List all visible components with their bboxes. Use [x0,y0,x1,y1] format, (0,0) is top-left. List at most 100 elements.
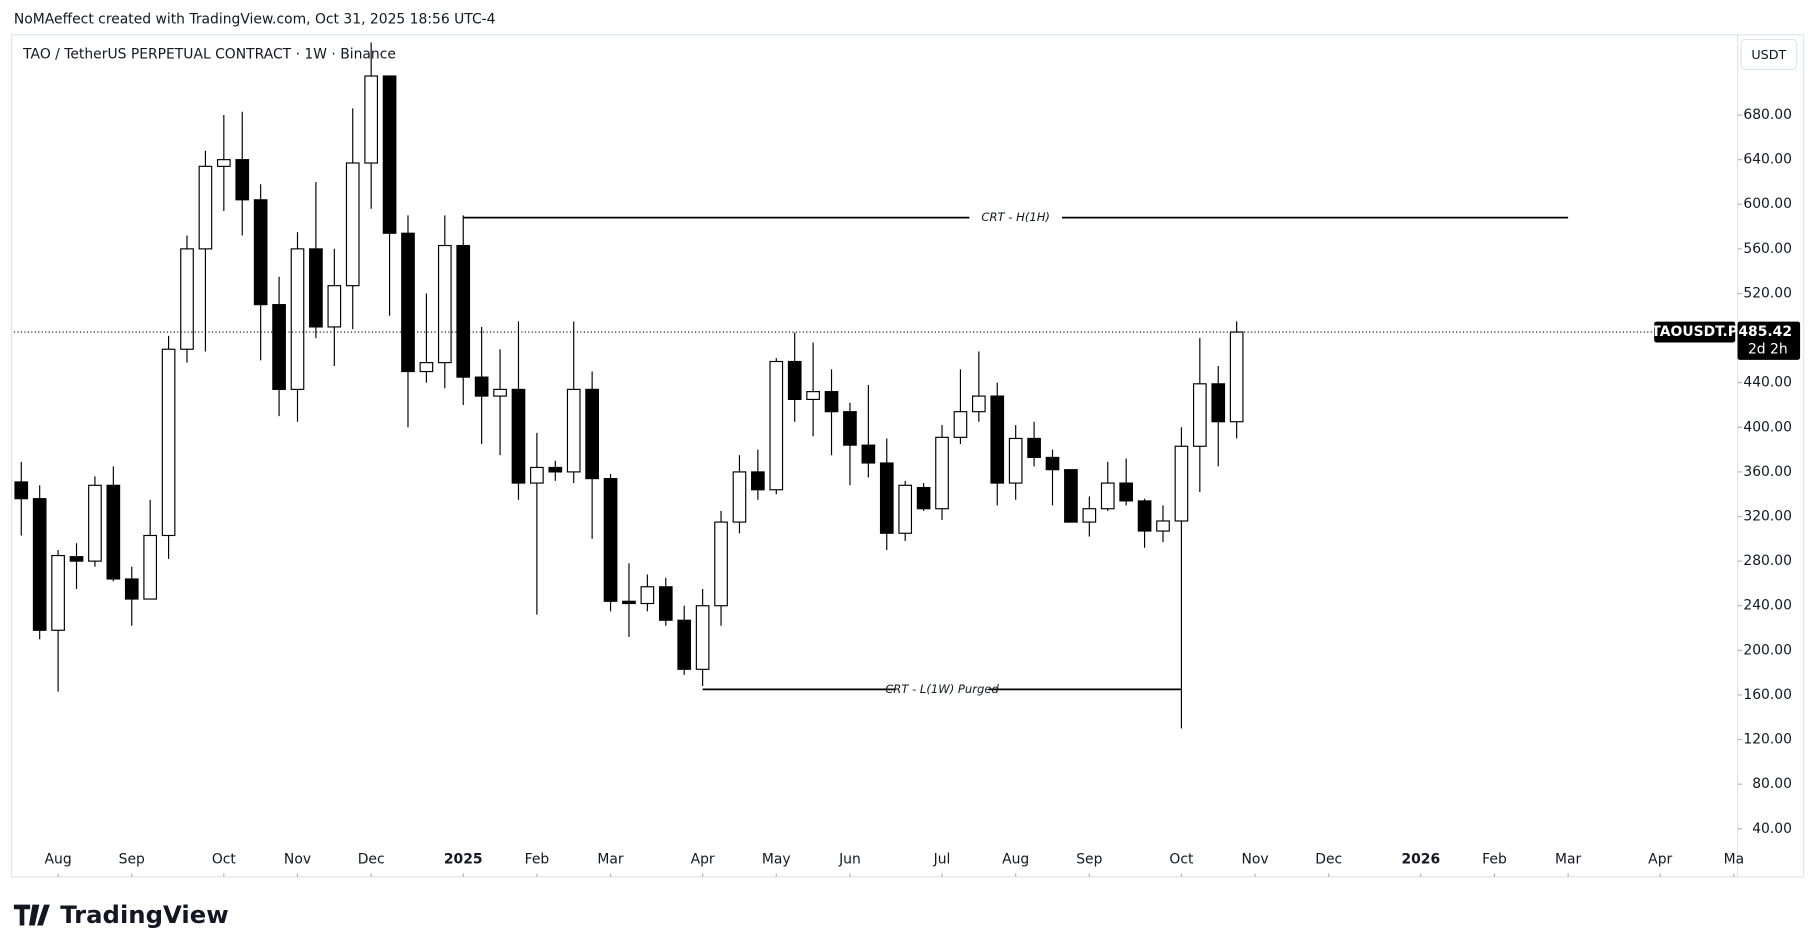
candle-body [180,248,194,350]
header: NoMAeffect created with TradingView.com,… [14,12,496,28]
candle-body [732,471,747,523]
candle-body [714,521,728,607]
logo-text: TradingView [60,900,228,929]
candle-body [1229,331,1244,423]
candle-body [548,466,563,473]
x-tick-label: Apr [691,851,715,867]
candle-body [1045,456,1060,471]
symbol-tag [1654,321,1736,343]
x-tick-label: Dec [358,851,385,867]
candle-body [622,600,636,605]
candle-body [677,619,692,670]
candle-body [585,388,599,480]
candle-body [695,605,710,670]
candle-body [364,75,378,164]
x-tick-label: 2025 [444,851,483,867]
x-tick-label: Apr [1648,851,1672,867]
y-tick-label: 40.00 [1752,821,1792,837]
candle-body [474,376,489,397]
y-tick-label: 160.00 [1743,687,1792,703]
candle-body [879,462,894,534]
candle-body [1027,437,1041,458]
candle-body [972,395,986,413]
x-tick-label: Oct [212,851,237,867]
x-tick-label: Feb [525,851,550,867]
candle-body [769,360,784,491]
countdown: 2d 2h [1748,341,1788,357]
candle-body [124,578,139,600]
candle-body [14,481,29,500]
y-tick-label: 560.00 [1743,241,1792,257]
x-tick-label: Mar [597,851,623,867]
candle-body [437,244,452,364]
annotation-bg [969,209,1063,226]
currency[interactable]: USDT [1751,48,1786,63]
candle-body [382,75,397,234]
candle-body [787,360,802,401]
x-tick-label: May [762,851,791,867]
x-tick-label: Feb [1482,851,1507,867]
logo-mark [13,904,50,926]
y-tick-label: 440.00 [1743,375,1792,391]
candle-body [566,388,581,473]
currency-button[interactable] [1740,38,1798,71]
candle-body [1137,500,1152,532]
y-tick-label: 80.00 [1752,776,1792,792]
candle-body [953,411,968,438]
frame [11,34,1805,878]
x-tick-label: Jun [838,851,861,867]
candle-body [1119,482,1134,502]
candle-body [603,478,618,602]
y-tick-label: 360.00 [1743,464,1792,480]
x-tick-label: Mar [1555,851,1581,867]
candle-body [161,348,176,537]
y-tick-label: 320.00 [1743,509,1792,525]
y-tick-label: 240.00 [1743,598,1792,614]
candle-body [1082,508,1097,523]
candle-body [1174,445,1189,522]
annotation-label: CRT - H(1H) [981,210,1050,224]
candle-body [751,471,765,491]
candle-body [1100,482,1115,510]
y-tick-label: 520.00 [1743,285,1792,301]
y-tick-label: 600.00 [1743,196,1792,212]
candle-body [1156,520,1170,532]
price-tag [1737,321,1801,360]
candle-body [51,554,65,631]
candle-body [916,486,931,510]
chart-title: TAO / TetherUS PERPETUAL CONTRACT · 1W ·… [22,46,396,62]
x-tick-label: Aug [45,851,72,867]
candle-body [401,232,415,373]
candle-body [106,484,121,580]
y-tick-label: 400.00 [1743,419,1792,435]
candle-body [640,586,655,605]
candle-body [530,466,544,484]
logo: TradingView [13,900,229,929]
x-tick-label: Jul [933,851,951,867]
symbol-label: TAOUSDT.P [1651,324,1738,340]
candle-body [493,388,507,397]
x-tick-label: Dec [1315,851,1342,867]
candle-body [990,395,1005,484]
y-tick-label: 280.00 [1743,553,1792,569]
candle-body [272,304,286,390]
candle-body [898,484,913,534]
candle-body [1211,383,1226,423]
x-tick-label: Oct [1169,851,1194,867]
y-tick-label: 120.00 [1743,732,1792,748]
candle-body [658,586,673,621]
candle-body [216,159,231,167]
candle-body [290,248,305,390]
x-tick-label: Ma [1724,851,1745,867]
x-tick-label: Nov [284,851,311,867]
y-tick-label: 640.00 [1743,152,1792,168]
candle-body [253,199,268,306]
y-tick-label: 200.00 [1743,642,1792,658]
x-tick-label: Sep [1076,851,1102,867]
candle-body [806,391,820,401]
candle-body [824,391,839,413]
candle-body [345,162,360,287]
candle-body [511,388,526,484]
